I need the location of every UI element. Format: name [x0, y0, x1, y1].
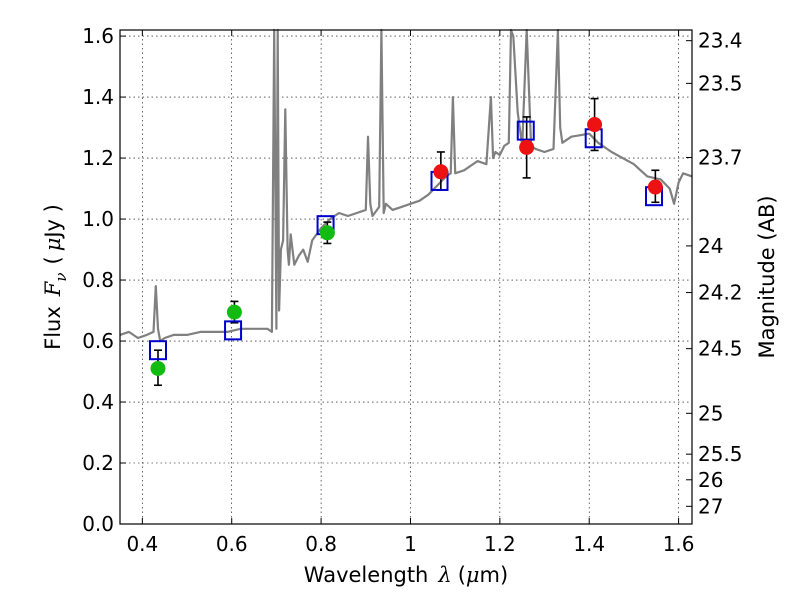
right-tick-label: 25.5 [698, 442, 743, 466]
x-tick-label: 1.6 [663, 532, 695, 556]
optical-data-point [226, 304, 242, 320]
right-tick-label: 24.5 [698, 337, 743, 361]
spectrum-line [119, 28, 693, 343]
x-tick-label: 0.8 [305, 532, 337, 556]
y-tick-label: 0.0 [82, 512, 114, 536]
y-tick-label: 0.4 [82, 390, 114, 414]
plot-frame [119, 29, 693, 525]
y-tick-label: 1.4 [82, 85, 114, 109]
nir-data-point [587, 117, 603, 133]
right-tick-label: 25 [698, 401, 723, 425]
y-tick-label: 1.6 [82, 24, 114, 48]
right-axis-label: Magnitude (AB) [755, 195, 779, 358]
marker-layer [148, 117, 664, 376]
spectrum-layer [119, 28, 693, 343]
nir-data-point [647, 179, 663, 195]
x-tick-label: 0.6 [216, 532, 248, 556]
x-tick-label: 1.4 [573, 532, 605, 556]
right-tick-label: 23.7 [698, 145, 743, 169]
right-tick-label: 23.5 [698, 71, 743, 95]
y-tick-label: 0.2 [82, 451, 114, 475]
x-tick-label: 1 [404, 532, 417, 556]
y-tick-label: 1.0 [82, 207, 114, 231]
right-tick-label: 23.4 [698, 29, 743, 53]
model-photometry-square [516, 120, 535, 141]
x-tick-label: 0.4 [126, 532, 158, 556]
y-axis-label: FluxFν(μJy ) [41, 204, 70, 350]
grid-lines [120, 30, 692, 525]
axis-ticks: 0.4 0.6 0.8 1 1.2 1.4 1.6 0.0 0.2 0.4 0.6 0.8 1.0 1.2… [82, 24, 742, 556]
x-tick-label: 1.2 [484, 532, 516, 556]
right-tick-label: 24 [698, 234, 723, 258]
y-tick-label: 0.6 [82, 329, 114, 353]
right-tick-label: 27 [698, 494, 723, 518]
model-photometry-square [148, 340, 167, 361]
right-tick-label: 26 [698, 468, 723, 492]
y-tick-label: 0.8 [82, 268, 114, 292]
x-axis-label: Wavelength λ (μm) [304, 563, 508, 587]
right-tick-label: 24.2 [698, 281, 743, 305]
nir-data-point [433, 164, 449, 180]
model-photometry-square [224, 320, 243, 341]
nir-data-point [519, 139, 535, 155]
optical-data-point [319, 225, 335, 241]
y-tick-label: 1.2 [82, 146, 114, 170]
optical-data-point [150, 360, 166, 376]
errorbar-layer [153, 97, 660, 387]
